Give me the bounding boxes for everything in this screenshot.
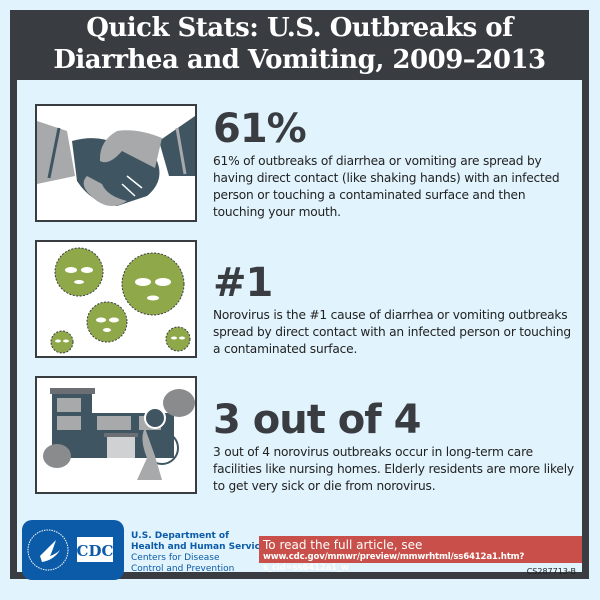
title-line-2: Diarrhea and Vomiting, 2009–2013 (53, 45, 546, 75)
document-code: CS287713-B (526, 567, 576, 576)
stat-direct-contact: 61% 61% of outbreaks of diarrhea or vomi… (213, 107, 578, 221)
dept-line-4: Control and Prevention (131, 564, 235, 574)
stat-value: 61% (213, 106, 307, 152)
department-name: U.S. Department of Health and Human Serv… (131, 531, 271, 575)
page-title: Quick Stats: U.S. Outbreaks of Diarrhea … (10, 10, 589, 80)
cta-text: To read the full article, see (263, 538, 423, 552)
stat-description: 61% of outbreaks of diarrhea or vomiting… (213, 154, 560, 219)
germ-icon (50, 247, 191, 354)
nursing-home-icon (43, 388, 195, 480)
full-article-banner[interactable]: To read the full article, see www.cdc.go… (259, 536, 582, 573)
stat-value: 3 out of 4 (213, 397, 421, 443)
stat-norovirus-rank: #1 Norovirus is the #1 cause of diarrhea… (213, 261, 578, 358)
handshake-illustration (35, 104, 197, 222)
stat-description: Norovirus is the #1 cause of diarrhea or… (213, 308, 571, 356)
cdc-logo-text: CDC (77, 542, 114, 560)
handshake-icon (37, 116, 195, 206)
germs-illustration (35, 240, 197, 358)
hhs-eagle-icon: CDC (27, 529, 114, 571)
dept-line-1: U.S. Department of (131, 531, 230, 541)
stat-long-term-care: 3 out of 4 3 out of 4 norovirus outbreak… (213, 398, 578, 495)
nursing-home-illustration (35, 376, 197, 494)
stat-value: #1 (213, 260, 273, 306)
hhs-cdc-logo: CDC (22, 520, 124, 580)
dept-line-2: Health and Human Services (131, 542, 272, 552)
title-line-1: Quick Stats: U.S. Outbreaks of (86, 13, 513, 43)
article-url-link[interactable]: www.cdc.gov/mmwr/preview/mmwrhtml/ss6412… (263, 552, 525, 573)
dept-line-3: Centers for Disease (131, 553, 220, 563)
stat-description: 3 out of 4 norovirus outbreaks occur in … (213, 445, 574, 493)
